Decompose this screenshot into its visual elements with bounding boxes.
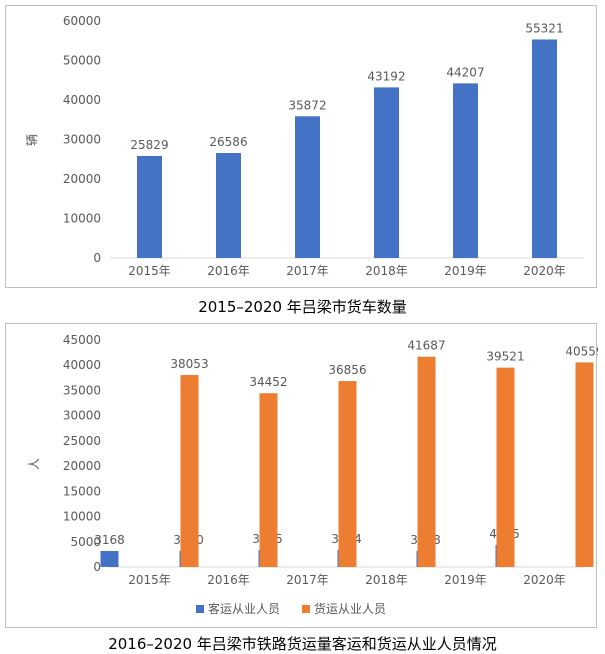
- chart2-legend-label: 货运从业人员: [314, 601, 386, 616]
- chart2-bar: [496, 367, 515, 567]
- chart2-legend-label: 客运从业人员: [208, 601, 280, 616]
- chart1-data-label: 25829: [130, 138, 168, 152]
- chart2-data-label: 40559: [565, 344, 598, 358]
- chart1-x-tick-label: 2019年: [444, 264, 487, 278]
- chart1-x-tick-label: 2015年: [128, 264, 171, 278]
- chart1-bar: [374, 87, 399, 258]
- chart1-panel: 0 10000 20000 30000 40000 50000 60000 辆 2015年 201…: [5, 5, 597, 288]
- chart2-x-tick-label: 2015年: [128, 573, 171, 587]
- chart2-data-label: 3168: [94, 533, 125, 547]
- chart2-legend-swatch: [196, 605, 204, 613]
- chart1-bar: [137, 155, 162, 258]
- chart1-bar: [295, 116, 320, 258]
- chart2-svg: 0 5000 10000 15000 20000 25000 30000 35000 40000…: [27, 333, 598, 616]
- chart1-data-label: 55321: [525, 21, 563, 35]
- chart1-data-label: 26586: [209, 135, 247, 149]
- chart2-bar: [417, 356, 436, 567]
- chart1-bar: [453, 83, 478, 258]
- chart2-title: 2016–2020 年吕梁市铁路货运量客运和货运从业人员情况: [108, 635, 497, 653]
- chart2-y-tick-label: 15000: [63, 484, 101, 498]
- chart1-bar: [216, 152, 241, 258]
- chart2-bar: [259, 393, 278, 567]
- chart1-x-tick-label: 2018年: [365, 264, 408, 278]
- chart2-y-tick-label: 45000: [63, 333, 101, 347]
- chart2-y-tick-label: 10000: [63, 510, 101, 524]
- chart1-title: 2015–2020 年吕梁市货车数量: [198, 298, 407, 316]
- chart2-bar: [575, 362, 594, 567]
- chart1-y-tick-label: 0: [93, 251, 101, 265]
- chart2-x-tick-label: 2020年: [523, 573, 566, 587]
- chart1-y-axis-label: 辆: [25, 134, 39, 146]
- chart2-x-tick-label: 2018年: [365, 573, 408, 587]
- chart1-svg: 0 10000 20000 30000 40000 50000 60000 辆 2015年 201…: [25, 14, 584, 278]
- chart2-panel: 0 5000 10000 15000 20000 25000 30000 35000 40000…: [5, 323, 598, 628]
- chart2-y-tick-label: 40000: [63, 358, 101, 372]
- chart2-y-tick-label: 5000: [70, 535, 101, 549]
- chart2-bar: [180, 375, 199, 567]
- chart1-y-tick-label: 60000: [63, 14, 101, 28]
- chart1-y-tick-label: 30000: [63, 133, 101, 147]
- chart1-y-tick-label: 10000: [63, 212, 101, 226]
- chart2-data-label: 39521: [486, 350, 524, 364]
- chart2-x-tick-label: 2017年: [286, 573, 329, 587]
- chart1-x-tick-label: 2017年: [286, 264, 329, 278]
- chart2-y-tick-label: 20000: [63, 459, 101, 473]
- chart2-data-label: 38053: [170, 357, 208, 371]
- chart1-y-tick-label: 50000: [63, 54, 101, 68]
- chart2-x-tick-label: 2019年: [444, 573, 487, 587]
- chart1-y-tick-label: 20000: [63, 172, 101, 186]
- chart2-y-tick-label: 0: [93, 560, 101, 574]
- chart1-data-label: 35872: [288, 98, 326, 112]
- chart2-legend-swatch: [302, 605, 310, 613]
- chart2-x-tick-label: 2016年: [207, 573, 250, 587]
- chart1-x-tick-label: 2016年: [207, 264, 250, 278]
- chart2-y-axis-label: 人: [27, 458, 41, 470]
- chart2-data-label: 41687: [407, 339, 445, 353]
- chart1-data-label: 44207: [446, 65, 484, 79]
- chart2-y-tick-label: 30000: [63, 409, 101, 423]
- chart1-data-label: 43192: [367, 69, 405, 83]
- chart2-data-label: 34452: [249, 375, 287, 389]
- chart2-data-label: 36856: [328, 363, 366, 377]
- chart1-y-tick-label: 40000: [63, 93, 101, 107]
- chart1-x-tick-label: 2020年: [523, 264, 566, 278]
- chart2-bar: [100, 551, 119, 567]
- chart2-bar: [338, 381, 357, 567]
- chart1-bar: [532, 39, 557, 258]
- chart2-y-tick-label: 35000: [63, 383, 101, 397]
- chart2-y-tick-label: 25000: [63, 434, 101, 448]
